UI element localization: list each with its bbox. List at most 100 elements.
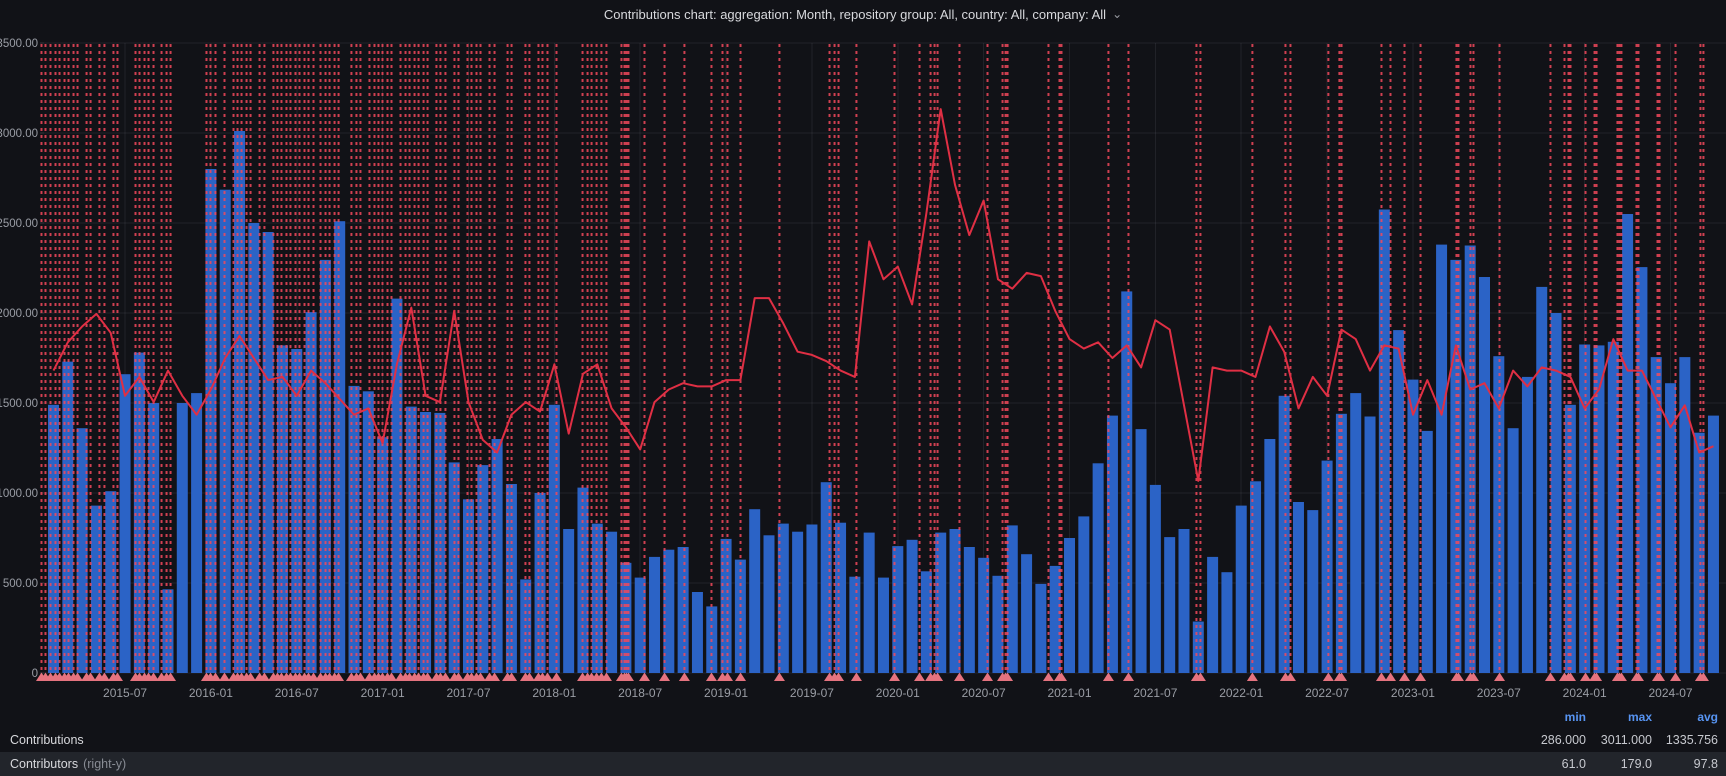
annotation-marker-icon[interactable] (932, 672, 944, 682)
annotation-marker-icon[interactable] (1322, 672, 1334, 682)
bar-month[interactable] (1550, 313, 1562, 673)
bar-month[interactable] (1192, 621, 1204, 673)
bar-month[interactable] (76, 428, 88, 673)
bar-month[interactable] (949, 529, 961, 673)
annotation-marker-icon[interactable] (1375, 672, 1387, 682)
bar-month[interactable] (1178, 529, 1190, 673)
bar-month[interactable] (1321, 460, 1333, 673)
bar-month[interactable] (176, 403, 188, 673)
bar-month[interactable] (234, 131, 246, 673)
bar-month[interactable] (90, 505, 102, 673)
bar-month[interactable] (1064, 538, 1076, 673)
bar-month[interactable] (1264, 439, 1276, 673)
bar-month[interactable] (334, 221, 346, 673)
bar-month[interactable] (863, 532, 875, 673)
bar-month[interactable] (1106, 415, 1118, 673)
annotation-marker-icon[interactable] (1122, 672, 1134, 682)
bar-month[interactable] (1250, 481, 1262, 673)
bar-month[interactable] (1707, 415, 1719, 673)
legend-col-avg[interactable]: avg (1697, 710, 1718, 724)
bar-month[interactable] (749, 509, 761, 673)
annotation-marker-icon[interactable] (439, 672, 451, 682)
bar-month[interactable] (835, 522, 847, 673)
bar-month[interactable] (1378, 209, 1390, 674)
bar-month[interactable] (777, 523, 789, 673)
legend-series-contributions[interactable]: Contributions (10, 733, 84, 747)
annotation-marker-icon[interactable] (850, 672, 862, 682)
bar-month[interactable] (563, 529, 575, 673)
bar-month[interactable] (663, 549, 675, 673)
bar-month[interactable] (763, 535, 775, 673)
bar-month[interactable] (935, 532, 947, 673)
annotation-marker-icon[interactable] (982, 672, 994, 682)
annotation-marker-icon[interactable] (354, 672, 366, 682)
bar-month[interactable] (205, 169, 217, 673)
bar-month[interactable] (448, 462, 460, 673)
bar-month[interactable] (620, 562, 632, 673)
bar-month[interactable] (1006, 525, 1018, 673)
annotation-marker-icon[interactable] (1654, 672, 1666, 682)
bar-month[interactable] (1679, 357, 1691, 673)
bar-month[interactable] (920, 571, 932, 673)
annotation-marker-icon[interactable] (1384, 672, 1396, 682)
bar-month[interactable] (348, 385, 360, 673)
bar-month[interactable] (420, 412, 432, 673)
annotation-marker-icon[interactable] (209, 672, 221, 682)
bar-month[interactable] (477, 465, 489, 673)
legend-col-max[interactable]: max (1627, 710, 1652, 724)
annotation-marker-icon[interactable] (1336, 672, 1348, 682)
bar-month[interactable] (577, 487, 589, 673)
bar-month[interactable] (291, 349, 303, 673)
bar-month[interactable] (892, 546, 904, 673)
annotation-marker-icon[interactable] (333, 672, 345, 682)
annotation-marker-icon[interactable] (475, 672, 487, 682)
bar-month[interactable] (877, 577, 889, 673)
annotation-marker-icon[interactable] (914, 672, 926, 682)
annotation-marker-icon[interactable] (1055, 672, 1067, 682)
annotation-marker-icon[interactable] (1102, 672, 1114, 682)
annotation-marker-icon[interactable] (659, 672, 671, 682)
annotation-marker-icon[interactable] (1284, 672, 1296, 682)
annotation-marker-icon[interactable] (550, 672, 562, 682)
bar-month[interactable] (1650, 357, 1662, 673)
annotation-marker-icon[interactable] (722, 672, 734, 682)
bar-month[interactable] (820, 482, 832, 673)
annotation-marker-icon[interactable] (639, 672, 651, 682)
annotation-marker-icon[interactable] (953, 672, 965, 682)
annotation-marker-icon[interactable] (1591, 672, 1603, 682)
bar-month[interactable] (1350, 393, 1362, 673)
annotation-marker-icon[interactable] (1467, 672, 1479, 682)
bar-month[interactable] (248, 223, 260, 673)
bar-month[interactable] (362, 391, 374, 673)
bar-month[interactable] (1307, 510, 1319, 673)
bar-month[interactable] (1121, 291, 1133, 673)
annotation-marker-icon[interactable] (98, 672, 110, 682)
bar-month[interactable] (691, 592, 703, 673)
bar-month[interactable] (1035, 583, 1047, 673)
bar-month[interactable] (133, 352, 145, 673)
bar-month[interactable] (1407, 379, 1419, 673)
bar-month[interactable] (1622, 214, 1634, 673)
bar-month[interactable] (148, 403, 160, 673)
annotation-marker-icon[interactable] (833, 672, 845, 682)
annotation-marker-icon[interactable] (1002, 672, 1014, 682)
bar-month[interactable] (105, 491, 117, 673)
bar-month[interactable] (391, 298, 403, 673)
bar-month[interactable] (48, 404, 59, 673)
annotation-marker-icon[interactable] (165, 672, 177, 682)
bar-month[interactable] (262, 232, 274, 673)
panel-title-dropdown[interactable]: Contributions chart: aggregation: Month,… (0, 0, 1726, 28)
annotation-marker-icon[interactable] (541, 672, 553, 682)
bar-month[interactable] (906, 539, 918, 673)
bar-month[interactable] (1564, 404, 1576, 673)
annotation-marker-icon[interactable] (1194, 672, 1206, 682)
bar-month[interactable] (734, 559, 746, 673)
annotation-marker-icon[interactable] (452, 672, 464, 682)
chart-canvas[interactable]: 3500.00 3000.00 2500.00 2000.00 1500.00 1000.… (0, 0, 1726, 710)
bar-month[interactable] (276, 345, 288, 673)
annotation-marker-icon[interactable] (1415, 672, 1427, 682)
annotation-marker-icon[interactable] (523, 672, 535, 682)
bar-month[interactable] (1221, 572, 1233, 673)
annotation-marker-icon[interactable] (148, 672, 160, 682)
bar-month[interactable] (634, 577, 646, 673)
